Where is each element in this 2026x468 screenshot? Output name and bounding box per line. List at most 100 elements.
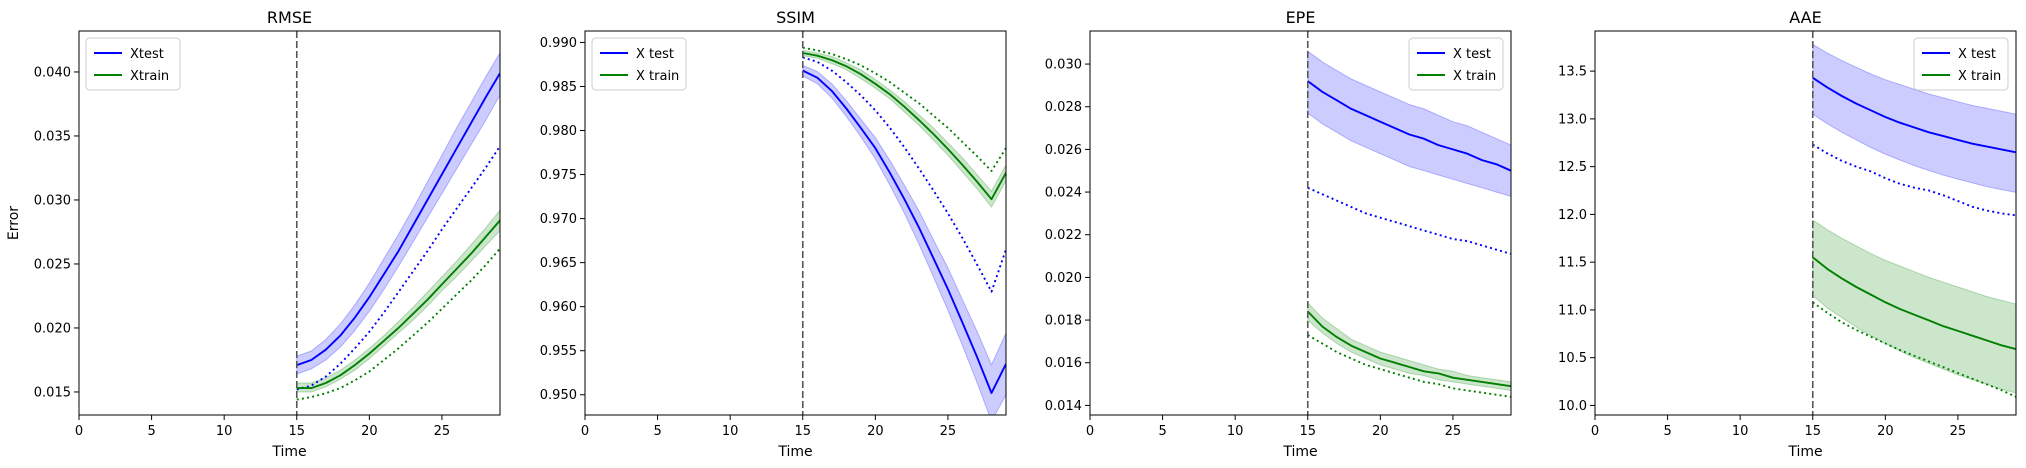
legend-entry-label: Xtrain	[130, 69, 169, 84]
x-axis-label: Time	[1787, 444, 1822, 460]
dotted-line-series-1	[802, 56, 1006, 293]
x-tick-label: 20	[361, 424, 378, 439]
confidence-band-series-2	[296, 209, 500, 393]
line-series-0	[802, 69, 1006, 394]
x-tick-label: 5	[653, 424, 661, 439]
x-tick-label: 15	[794, 424, 811, 439]
legend-entry-label: X train	[1453, 69, 1496, 84]
legend-entry-label: X test	[1453, 47, 1491, 62]
y-tick-label: 0.970	[540, 212, 577, 227]
confidence-band-series-0	[1307, 50, 1511, 197]
x-tick-label: 10	[1227, 424, 1244, 439]
dotted-line-series-1	[1307, 186, 1511, 255]
chart-panel-ssim: SSIM 0 5 10 15 20 25 0.950 0.955 0.960 0.965 0.970 0…	[540, 8, 1007, 460]
y-tick-label: 0.026	[1045, 143, 1082, 158]
x-tick-label: 5	[1663, 424, 1671, 439]
chart-panel-aae: AAE 0 5 10 15 20 25 10.0 10.5 11.0 11.5 12.0 12.5 13.…	[1558, 8, 2017, 460]
chart-title: EPE	[1286, 8, 1316, 27]
legend-entry-label: Xtest	[130, 47, 164, 62]
confidence-band-series-2	[1812, 219, 2016, 394]
dotted-line-series-1	[1812, 143, 2016, 217]
y-tick-label: 0.028	[1045, 100, 1082, 115]
y-axis-label: Error	[6, 206, 22, 240]
x-tick-label: 5	[1158, 424, 1166, 439]
y-tick-label: 0.020	[1045, 271, 1082, 286]
y-tick-label: 0.014	[1045, 399, 1082, 414]
y-tick-label: 0.018	[1045, 314, 1082, 329]
plot-area	[1811, 31, 2016, 415]
x-axis-label: Time	[271, 444, 306, 460]
line-series-2	[802, 52, 1006, 201]
legend: X test X train	[591, 37, 687, 91]
line-series-0	[1307, 80, 1511, 172]
y-tick-label: 0.980	[540, 124, 577, 139]
x-tick-label: 0	[1591, 424, 1599, 439]
legend-entry-label: X test	[1958, 47, 1996, 62]
chart-title: AAE	[1789, 8, 1821, 27]
x-tick-label: 15	[1299, 424, 1316, 439]
x-tick-label: 25	[1445, 424, 1462, 439]
chart-panel-epe: EPE 0 5 10 15 20 25 0.014 0.016 0.018 0.020 0.022 0.…	[1045, 8, 1512, 460]
dotted-line-series-3	[296, 247, 500, 401]
x-tick-label: 10	[216, 424, 233, 439]
y-tick-label: 13.0	[1558, 112, 1587, 127]
line-series-0	[296, 72, 500, 366]
confidence-band-series-2	[802, 49, 1006, 209]
confidence-band-series-0	[296, 51, 500, 375]
y-tick-label: 0.975	[540, 168, 577, 183]
legend-box	[85, 37, 181, 91]
y-tick-label: 11.0	[1558, 303, 1587, 318]
y-tick-label: 0.040	[34, 65, 71, 80]
x-axis-label: Time	[777, 444, 812, 460]
chart-title: SSIM	[776, 8, 815, 27]
legend-entry-label: X test	[636, 47, 674, 62]
y-tick-label: 10.0	[1558, 399, 1587, 414]
confidence-band-series-2	[1307, 301, 1511, 392]
plot-area	[295, 31, 500, 415]
y-tick-label: 0.955	[540, 344, 577, 359]
axes-frame	[1089, 30, 1512, 416]
x-tick-label: 25	[434, 424, 451, 439]
legend: X test X train	[1913, 37, 2009, 91]
line-series-2	[1307, 310, 1511, 388]
x-tick-label: 0	[1086, 424, 1094, 439]
y-tick-label: 0.985	[540, 80, 577, 95]
x-axis-label: Time	[1282, 444, 1317, 460]
x-tick-label: 15	[1804, 424, 1821, 439]
plot-area	[801, 31, 1006, 415]
legend-box	[1913, 37, 2009, 91]
axes-frame	[78, 30, 501, 416]
y-tick-label: 12.5	[1558, 160, 1587, 175]
x-tick-label: 15	[288, 424, 305, 439]
y-tick-label: 10.5	[1558, 351, 1587, 366]
y-tick-label: 0.015	[34, 385, 71, 400]
legend: X test X train	[1408, 37, 1504, 91]
line-series-0	[1812, 77, 2016, 154]
confidence-band-series-0	[1812, 43, 2016, 193]
y-tick-label: 13.5	[1558, 65, 1587, 80]
y-tick-label: 0.960	[540, 300, 577, 315]
line-series-2	[296, 219, 500, 390]
x-tick-label: 10	[722, 424, 739, 439]
y-tick-label: 0.950	[540, 388, 577, 403]
dotted-line-series-3	[1812, 301, 2016, 398]
y-tick-label: 0.030	[34, 193, 71, 208]
chart-title: RMSE	[267, 8, 312, 27]
plot-area	[1306, 31, 1511, 415]
x-tick-label: 20	[1877, 424, 1894, 439]
dotted-line-series-3	[1307, 334, 1511, 398]
y-tick-label: 0.025	[34, 257, 71, 272]
legend-box	[591, 37, 687, 91]
y-tick-label: 0.024	[1045, 186, 1082, 201]
legend-box	[1408, 37, 1504, 91]
x-tick-label: 25	[1950, 424, 1967, 439]
y-tick-label: 0.022	[1045, 228, 1082, 243]
axes-frame	[1594, 30, 2017, 416]
x-tick-label: 0	[581, 424, 589, 439]
x-tick-label: 25	[940, 424, 957, 439]
axes-frame	[584, 30, 1007, 416]
y-tick-label: 0.030	[1045, 58, 1082, 73]
y-tick-label: 0.035	[34, 129, 71, 144]
x-tick-label: 10	[1732, 424, 1749, 439]
